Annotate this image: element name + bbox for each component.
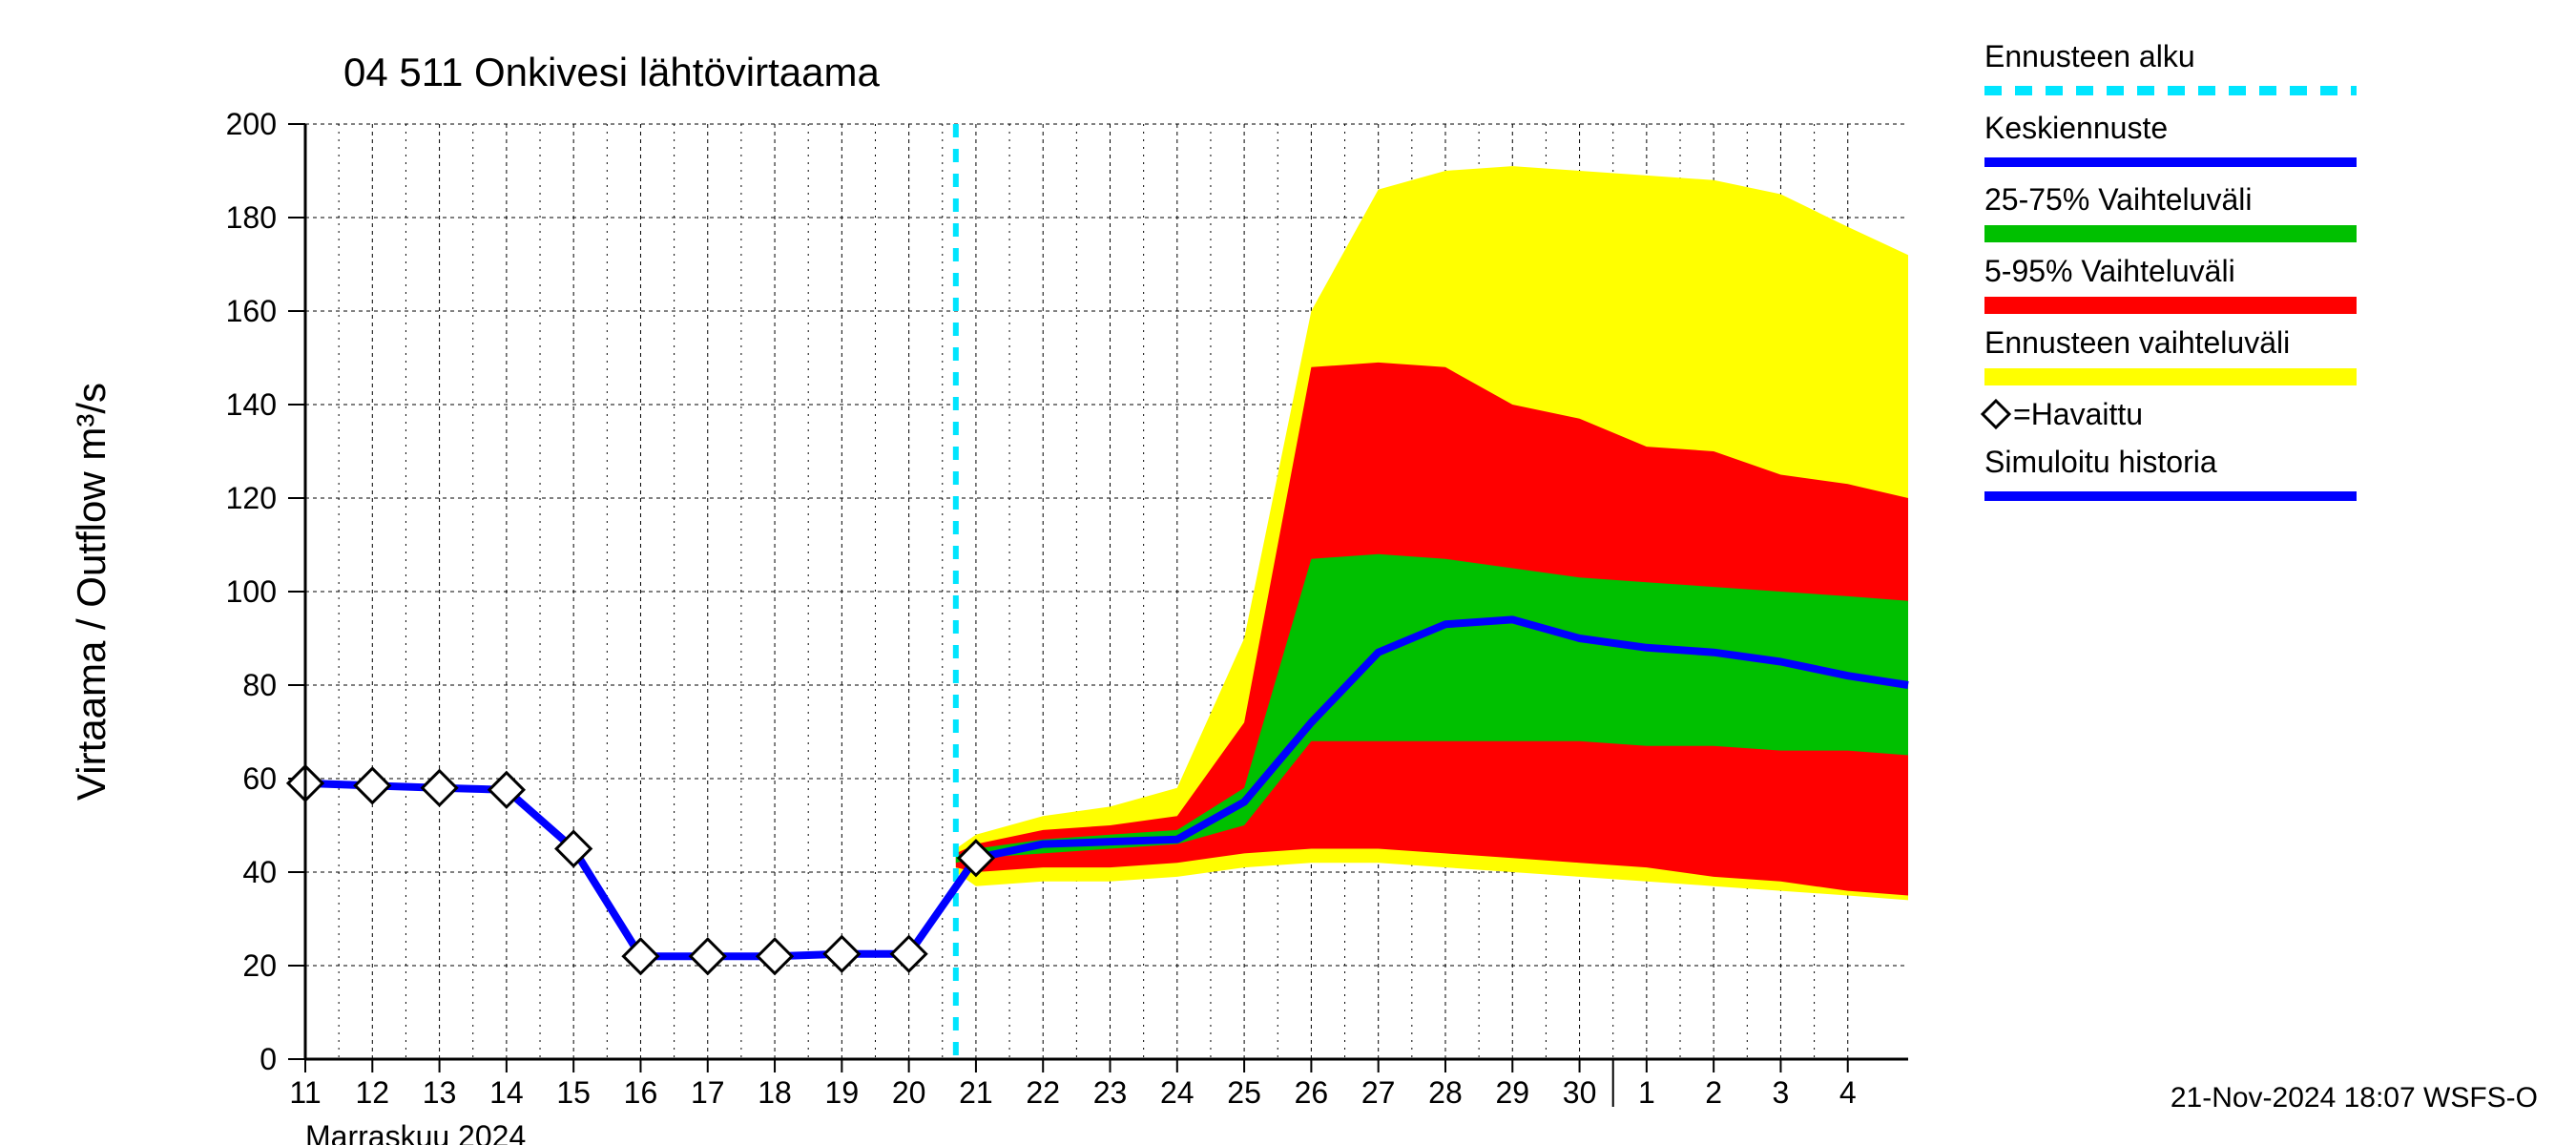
legend-label: Ennusteen alku <box>1984 39 2195 73</box>
xtick-label: 27 <box>1361 1075 1396 1110</box>
xtick-label: 17 <box>691 1075 725 1110</box>
ytick-label: 60 <box>242 761 277 796</box>
xtick-label: 4 <box>1839 1075 1857 1110</box>
ytick-label: 120 <box>226 481 277 515</box>
ytick-label: 180 <box>226 200 277 235</box>
ytick-label: 40 <box>242 855 277 889</box>
xtick-label: 28 <box>1428 1075 1463 1110</box>
xtick-label: 23 <box>1093 1075 1128 1110</box>
xtick-label: 15 <box>556 1075 591 1110</box>
xlabel-month-fi: Marraskuu 2024 <box>305 1119 526 1145</box>
chart-title: 04 511 Onkivesi lähtövirtaama <box>343 50 880 94</box>
xtick-label: 3 <box>1773 1075 1790 1110</box>
xtick-label: 18 <box>758 1075 792 1110</box>
ytick-label: 0 <box>260 1042 277 1076</box>
legend-label: Simuloitu historia <box>1984 445 2217 479</box>
xtick-label: 20 <box>892 1075 926 1110</box>
chart-container: 0204060801001201401601802001112131415161… <box>0 0 2576 1145</box>
footer-timestamp: 21-Nov-2024 18:07 WSFS-O <box>2171 1082 2538 1114</box>
xtick-label: 25 <box>1227 1075 1261 1110</box>
ytick-label: 140 <box>226 387 277 422</box>
ytick-label: 100 <box>226 574 277 609</box>
xtick-label: 21 <box>959 1075 993 1110</box>
ytick-label: 200 <box>226 107 277 141</box>
legend-label: Ennusteen vaihteluväli <box>1984 325 2290 360</box>
legend-label: Keskiennuste <box>1984 111 2168 145</box>
xtick-label: 22 <box>1026 1075 1060 1110</box>
xtick-label: 30 <box>1563 1075 1597 1110</box>
legend-swatch <box>1984 225 2357 242</box>
ytick-label: 160 <box>226 294 277 328</box>
legend-swatch <box>1984 368 2357 385</box>
xtick-label: 11 <box>289 1075 321 1110</box>
legend-swatch <box>1984 297 2357 314</box>
xtick-label: 26 <box>1295 1075 1329 1110</box>
legend-label: =Havaittu <box>2013 397 2143 431</box>
legend-label: 5-95% Vaihteluväli <box>1984 254 2235 288</box>
ytick-label: 20 <box>242 948 277 983</box>
xtick-label: 2 <box>1705 1075 1722 1110</box>
xtick-label: 24 <box>1160 1075 1195 1110</box>
xtick-label: 19 <box>825 1075 860 1110</box>
xtick-label: 1 <box>1638 1075 1655 1110</box>
xtick-label: 13 <box>423 1075 457 1110</box>
xtick-label: 12 <box>355 1075 389 1110</box>
xtick-label: 16 <box>624 1075 658 1110</box>
xtick-label: 14 <box>489 1075 524 1110</box>
xtick-label: 29 <box>1495 1075 1529 1110</box>
y-axis-label: Virtaama / Outflow m³/s <box>69 383 114 801</box>
chart-svg: 0204060801001201401601802001112131415161… <box>0 0 2576 1145</box>
ytick-label: 80 <box>242 668 277 702</box>
legend-label: 25-75% Vaihteluväli <box>1984 182 2252 217</box>
